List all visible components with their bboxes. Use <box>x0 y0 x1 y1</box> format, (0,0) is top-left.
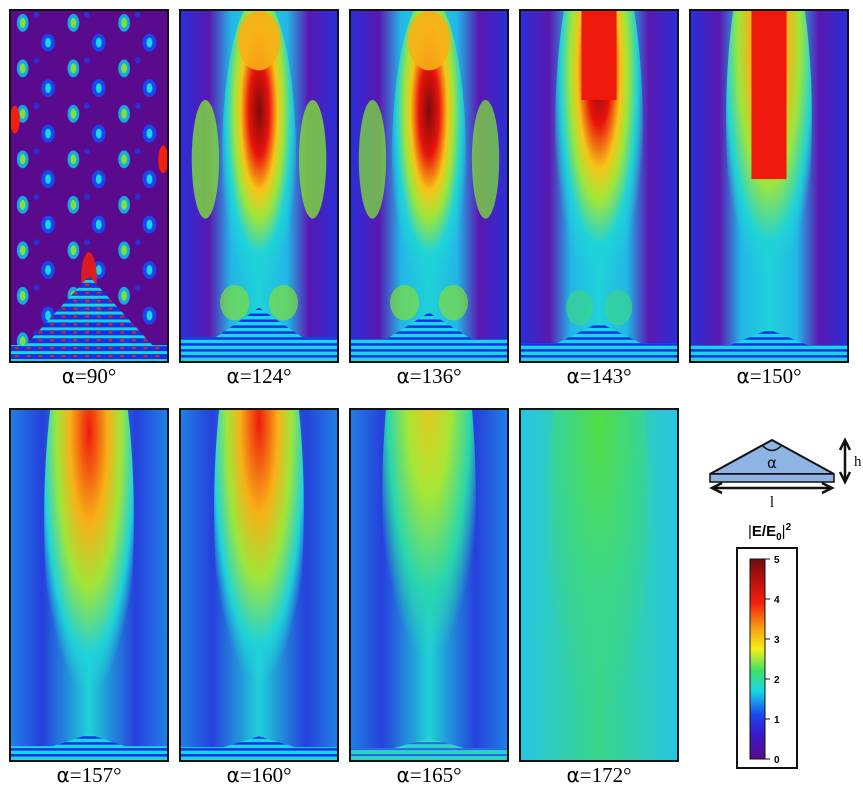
base-length-label: l <box>770 494 775 511</box>
caption-alpha-124: α=124° <box>226 364 292 388</box>
colorbar-tick-label-4: 4 <box>774 595 780 606</box>
apex-angle-label: α <box>767 454 777 472</box>
field-panel-alpha-157 <box>9 408 169 762</box>
field-map-90 <box>11 11 167 361</box>
field-map-165 <box>351 410 507 760</box>
field-panel-alpha-136 <box>349 9 509 363</box>
field-map-136 <box>351 11 507 361</box>
field-panel-alpha-143 <box>519 9 679 363</box>
colorbar-label: |E/E0|2 <box>748 522 792 543</box>
field-panel-alpha-90 <box>9 9 169 363</box>
height-label: h <box>854 454 862 470</box>
colorbar-tick-label-1: 1 <box>774 715 780 726</box>
colorbar-tick-label-3: 3 <box>774 635 780 646</box>
field-map-124 <box>181 11 337 361</box>
prism-schematic: α l h <box>709 437 862 511</box>
field-map-150 <box>691 11 847 361</box>
colorbar-tick-label-5: 5 <box>774 555 780 566</box>
field-map-172 <box>521 410 677 760</box>
caption-alpha-172: α=172° <box>566 763 632 787</box>
caption-alpha-165: α=165° <box>396 763 462 787</box>
caption-alpha-136: α=136° <box>396 364 462 388</box>
colorbar-tick-label-0: 0 <box>774 755 780 766</box>
field-map-143 <box>521 11 677 361</box>
colorbar-graphic: 0 1 2 3 4 5 <box>749 555 780 766</box>
field-panel-alpha-150 <box>689 9 849 363</box>
caption-alpha-150: α=150° <box>736 364 802 388</box>
field-map-157 <box>11 410 167 760</box>
field-panel-alpha-172 <box>519 408 679 762</box>
field-panel-alpha-124 <box>179 9 339 363</box>
field-map-160 <box>181 410 337 760</box>
caption-alpha-160: α=160° <box>226 763 292 787</box>
caption-alpha-143: α=143° <box>566 364 632 388</box>
caption-alpha-90: α=90° <box>61 364 117 388</box>
caption-alpha-157: α=157° <box>56 763 122 787</box>
field-panel-alpha-160 <box>179 408 339 762</box>
colorbar-tick-label-2: 2 <box>774 675 780 686</box>
colorbar: 0 1 2 3 4 5 <box>736 547 798 769</box>
field-panel-alpha-165 <box>349 408 509 762</box>
